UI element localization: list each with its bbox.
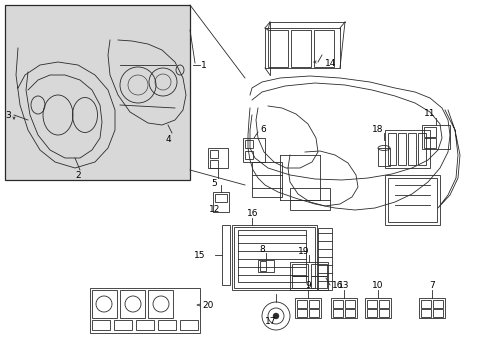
Text: 19: 19 (298, 247, 309, 256)
Bar (231, 225, 316, 290)
Bar (384, 175, 439, 225)
Bar (92, 320, 110, 330)
Text: 16: 16 (331, 280, 343, 289)
Bar (260, 261, 265, 271)
Bar (5, 5, 190, 180)
Bar (267, 30, 287, 67)
Text: 14: 14 (325, 58, 336, 68)
Text: 20: 20 (202, 301, 213, 310)
Bar (330, 298, 356, 318)
Bar (423, 138, 435, 148)
Bar (378, 309, 388, 317)
Bar (332, 300, 342, 308)
Bar (345, 309, 354, 317)
Bar (378, 300, 388, 308)
Bar (148, 290, 173, 318)
Bar (244, 151, 252, 159)
Bar (308, 309, 318, 317)
Text: 1: 1 (201, 60, 206, 69)
Bar (291, 264, 307, 276)
Bar (317, 228, 331, 290)
Bar (215, 194, 226, 202)
Text: 16: 16 (246, 210, 258, 219)
Bar (296, 300, 306, 308)
Text: 13: 13 (338, 282, 349, 291)
Text: 6: 6 (260, 126, 265, 135)
Bar (251, 162, 282, 197)
Bar (310, 264, 326, 276)
Bar (397, 133, 405, 165)
Text: 17: 17 (264, 318, 276, 327)
Text: 12: 12 (209, 206, 220, 215)
Bar (420, 309, 430, 317)
Bar (289, 262, 327, 290)
Bar (420, 300, 430, 308)
Bar (364, 298, 390, 318)
Bar (313, 30, 333, 67)
Bar (366, 309, 376, 317)
Bar (308, 300, 318, 308)
Bar (258, 260, 273, 272)
Text: 5: 5 (211, 180, 217, 189)
Bar (417, 133, 425, 165)
Bar (243, 138, 264, 162)
Bar (294, 298, 320, 318)
Bar (418, 298, 444, 318)
Text: 7: 7 (428, 282, 434, 291)
Bar (244, 140, 252, 148)
Text: 18: 18 (371, 125, 383, 134)
Bar (90, 288, 200, 333)
Text: 3: 3 (5, 111, 11, 120)
Text: 2: 2 (75, 171, 81, 180)
Bar (207, 148, 227, 168)
Bar (290, 30, 310, 67)
Bar (209, 160, 218, 168)
Bar (423, 127, 435, 137)
Bar (432, 300, 442, 308)
Bar (222, 225, 229, 285)
Bar (92, 290, 117, 318)
Bar (387, 133, 395, 165)
Bar (421, 125, 449, 149)
Bar (310, 276, 326, 288)
Circle shape (272, 313, 279, 319)
Text: 11: 11 (424, 108, 435, 117)
Bar (289, 188, 329, 210)
Bar (264, 28, 339, 68)
Bar (158, 320, 176, 330)
Bar (345, 300, 354, 308)
Bar (384, 130, 429, 168)
Bar (387, 178, 436, 222)
Bar (407, 133, 415, 165)
Bar (213, 192, 228, 212)
Bar (234, 227, 314, 288)
Bar (432, 309, 442, 317)
Bar (291, 276, 307, 288)
Bar (180, 320, 198, 330)
Bar (120, 290, 145, 318)
Text: 9: 9 (305, 282, 310, 291)
Bar (296, 309, 306, 317)
Bar (332, 309, 342, 317)
Text: 8: 8 (259, 244, 264, 253)
Text: 15: 15 (193, 251, 204, 260)
Bar (136, 320, 154, 330)
Text: 4: 4 (165, 135, 170, 144)
Text: 10: 10 (371, 282, 383, 291)
Bar (238, 230, 305, 282)
Bar (114, 320, 132, 330)
Bar (366, 300, 376, 308)
Bar (377, 148, 389, 166)
Bar (209, 150, 218, 158)
